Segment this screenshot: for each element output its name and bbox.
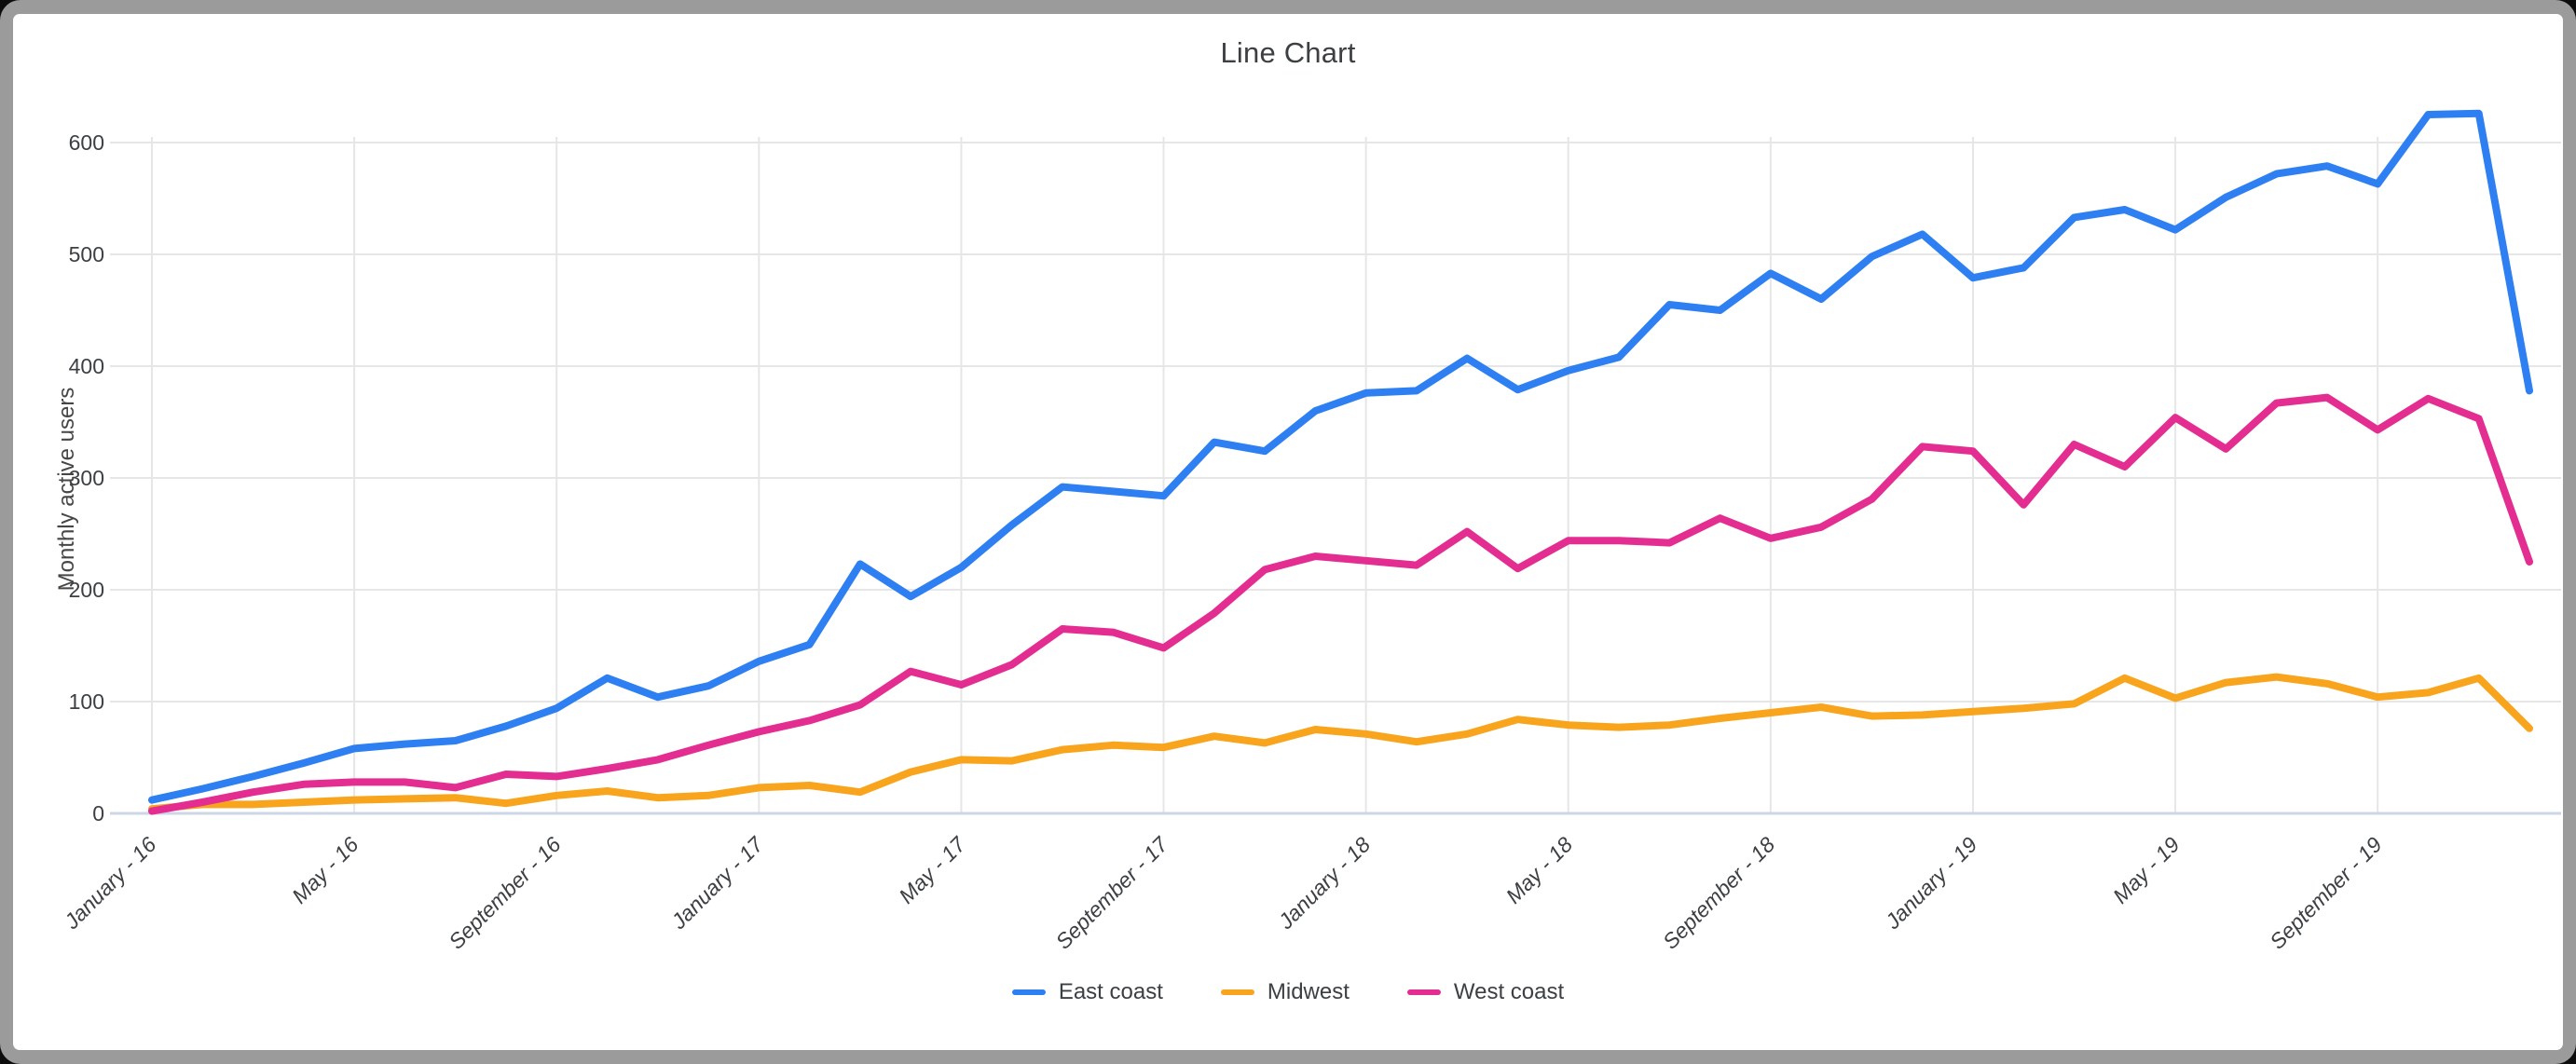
legend-label: Midwest	[1267, 979, 1350, 1004]
x-tick-label: January - 18	[1273, 832, 1376, 934]
x-tick-label: May - 16	[287, 832, 363, 908]
legend-item-midwest[interactable]: Midwest	[1220, 979, 1350, 1005]
chart-card: Line Chart Monthly active users 0 100 200 3…	[13, 14, 2563, 1050]
legend-swatch	[1220, 989, 1254, 995]
series-line-west-coast	[148, 393, 2533, 815]
y-tick-label: 300	[69, 466, 104, 490]
x-tick-label: January - 17	[665, 831, 768, 934]
x-tick-label: September - 17	[1051, 831, 1173, 953]
x-tick-label: September - 19	[2265, 832, 2387, 954]
series-line-east-coast	[148, 109, 2533, 804]
y-tick-label: 200	[69, 578, 104, 602]
legend-swatch	[1406, 989, 1441, 995]
x-tick-label: May - 19	[2108, 832, 2185, 908]
x-tick-label: May - 17	[894, 831, 971, 908]
y-tick-label: 500	[69, 242, 104, 266]
x-tick-label: September - 16	[444, 832, 566, 954]
legend-label: West coast	[1453, 979, 1565, 1004]
line-chart-plot: 0 100 200 300 400 500 600 January - 16 May - 16 S…	[59, 109, 2561, 954]
legend-item-east-coast[interactable]: East coast	[1011, 979, 1163, 1005]
y-tick-label: 100	[69, 689, 104, 714]
legend-item-west-coast[interactable]: West coast	[1406, 979, 1565, 1005]
y-tick-label: 0	[92, 801, 104, 825]
x-tick-label: September - 18	[1658, 832, 1780, 954]
chart-title: Line Chart	[1220, 36, 1356, 69]
y-tick-label: 600	[69, 130, 104, 155]
y-tick-label: 400	[69, 354, 104, 378]
legend: East coast Midwest West coast	[13, 979, 2563, 1005]
x-tick-label: January - 19	[1880, 832, 1982, 934]
legend-swatch	[1011, 989, 1046, 995]
x-tick-label: May - 18	[1501, 832, 1578, 908]
x-tick-label: January - 16	[59, 832, 161, 934]
legend-label: East coast	[1058, 979, 1163, 1004]
series-line-midwest	[148, 673, 2533, 813]
